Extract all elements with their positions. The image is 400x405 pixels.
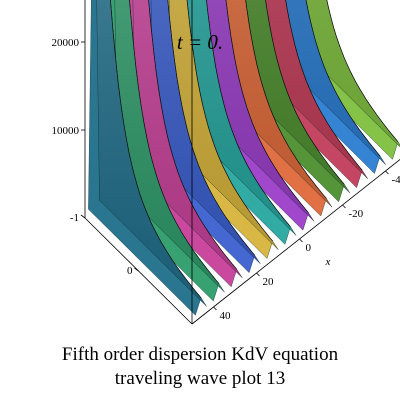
plot-title: t = 0. <box>0 30 400 55</box>
caption-line-1: Fifth order dispersion KdV equation <box>0 344 400 366</box>
z-tick-label: 10000 <box>52 125 80 137</box>
x-tick <box>343 205 346 208</box>
caption-line-2: traveling wave plot 13 <box>0 368 400 390</box>
y-tick <box>81 215 85 218</box>
x-tick-label: -40 <box>392 174 400 186</box>
y-tick-label: -1 <box>70 212 79 224</box>
x-tick-label: -20 <box>349 208 364 220</box>
x-tick-label: 0 <box>306 242 312 254</box>
x-tick <box>386 171 389 174</box>
x-tick <box>257 273 260 276</box>
x-tick <box>214 307 217 310</box>
x-tick <box>300 239 303 242</box>
x-tick-label: 40 <box>220 310 232 322</box>
y-tick-label: 0 <box>127 265 133 277</box>
z-axis: 10000200003000040000 <box>52 0 86 137</box>
x-axis-label: x <box>325 256 331 268</box>
y-tick <box>135 268 139 271</box>
x-tick-label: 20 <box>263 276 275 288</box>
